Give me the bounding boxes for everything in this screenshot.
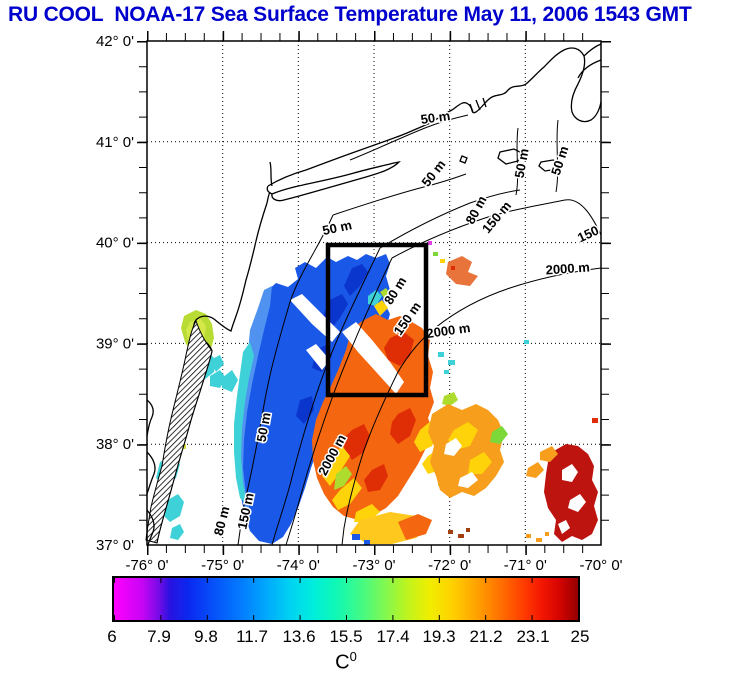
contour-label: 2000 m — [425, 320, 471, 341]
colorbar-tick-label: 11.7 — [236, 627, 268, 646]
colorbar-tick-label: 19.3 — [422, 627, 456, 646]
contour-50m — [237, 214, 334, 546]
colorbar-unit-label: C0 — [112, 649, 580, 675]
colorbar-tick-label: 21.2 — [469, 627, 503, 646]
colorbar-tick-label: 13.6 — [282, 627, 316, 646]
x-tick-label: -76° 0' — [125, 557, 168, 574]
colorbar-tick-label: 6 — [107, 627, 117, 646]
contour-2000m — [341, 267, 602, 546]
delmarva-peninsula-hatch — [145, 319, 213, 544]
contour-label: 50 m — [548, 144, 571, 177]
y-tick-label: 37° 0' — [96, 537, 134, 554]
x-tick-label: -71° 0' — [504, 557, 547, 574]
sst-data-layer — [156, 241, 598, 545]
unit-letter: C — [335, 651, 350, 674]
colorbar-tick-label: 25 — [570, 627, 590, 646]
contour-50m-shoal-1 — [515, 127, 519, 196]
colorbar-tick-label: 9.8 — [194, 627, 218, 646]
contour-150m — [285, 257, 393, 546]
coast-new-england — [267, 47, 602, 187]
colorbar-tick-label: 15.5 — [329, 627, 363, 646]
y-tick-label: 38° 0' — [96, 436, 134, 453]
island-nantucket — [538, 159, 562, 172]
contour-50m-shoal-2 — [555, 119, 559, 193]
sst-blue-bottom-specks — [352, 534, 370, 545]
sst-yellow-speck — [440, 259, 445, 263]
colorbar-tick-labels: 6 7.9 9.8 11.7 13.6 15.5 17.4 19.3 21.2 … — [107, 627, 589, 647]
island-marthas-vineyard — [497, 148, 523, 165]
colorbar-tick-label: 17.4 — [376, 627, 410, 646]
colorbar — [112, 576, 580, 622]
contour-80m — [271, 247, 381, 546]
colorbar-ticks — [114, 578, 578, 620]
contour-label: 80 m — [211, 505, 233, 537]
x-tick-label: -75° 0' — [201, 557, 244, 574]
sst-east-warm-lobe — [428, 404, 504, 498]
y-tick-label: 40° 0' — [96, 235, 134, 252]
y-tick-label: 39° 0' — [96, 335, 134, 352]
sst-warm-cores — [344, 332, 416, 492]
sst-east-lobe-green — [490, 426, 508, 444]
study-area-box — [325, 242, 429, 398]
x-tick-label: -73° 0' — [352, 557, 395, 574]
unit-superscript: 0 — [349, 649, 357, 664]
sst-warm-mass — [312, 314, 434, 520]
contour-label: 50 m — [321, 217, 353, 238]
coast-chesapeake-west — [146, 399, 156, 546]
island-block — [459, 155, 468, 164]
sst-south-tail-orange — [398, 514, 432, 540]
colorbar-tick-label: 7.9 — [147, 627, 171, 646]
contour-50m-east — [332, 173, 467, 216]
hudson-river — [269, 161, 273, 187]
sst-red-speck — [451, 266, 455, 270]
sst-dark-red-blob — [544, 444, 598, 542]
contour-label: 50 m — [512, 147, 532, 179]
contour-label: 50 m — [254, 411, 274, 443]
x-axis-labels: -76° 0' -75° 0' -74° 0' -73° 0' -72° 0' … — [125, 557, 622, 574]
narragansett-bay — [469, 97, 487, 113]
sst-red-speck-2 — [592, 418, 598, 423]
sst-green-speck — [433, 252, 438, 256]
x-tick-label: -72° 0' — [428, 557, 471, 574]
sst-orange-blob-east-of-box — [446, 256, 478, 286]
contour-150m-east — [391, 199, 602, 259]
sst-magenta-speck — [428, 241, 432, 245]
contour-50m-sound — [349, 114, 469, 161]
x-tick-label: -74° 0' — [277, 557, 320, 574]
sst-orange-specks — [526, 446, 558, 542]
contour-label: 2000 m — [545, 259, 590, 277]
coast-cape-cod-north — [583, 43, 602, 57]
contour-label: 50 m — [420, 108, 451, 127]
coast-nyc — [266, 185, 273, 204]
sst-brown-specks — [448, 528, 470, 538]
coast-long-island — [271, 160, 401, 202]
contour-80m-east — [379, 189, 521, 249]
coast-buzzards — [577, 59, 602, 79]
y-axis-labels: 42° 0' 41° 0' 40° 0' 39° 0' 38° 0' 37° 0… — [96, 33, 134, 554]
coastlines — [145, 43, 602, 546]
bathymetry-contours — [237, 114, 602, 546]
axis-ticks — [137, 31, 611, 555]
contour-label: 50 m — [418, 157, 448, 190]
y-tick-label: 42° 0' — [96, 33, 134, 50]
colorbar-tick-label: 23.1 — [516, 627, 550, 646]
x-tick-label: -70° 0' — [579, 557, 622, 574]
figure-title: RU COOL NOAA-17 Sea Surface Temperature … — [8, 3, 692, 26]
y-tick-label: 41° 0' — [96, 134, 134, 151]
contour-label: 150 — [575, 223, 601, 246]
